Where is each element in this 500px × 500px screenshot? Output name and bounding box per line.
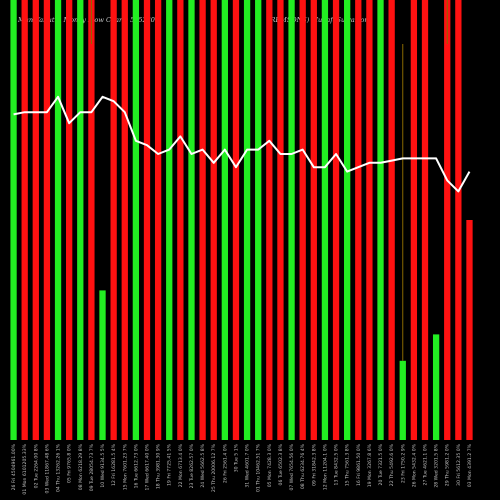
bar	[88, 0, 95, 440]
bar	[177, 0, 184, 440]
x-tick-label: 05 Fri 9765.8 0%	[67, 443, 73, 483]
x-tick-label: 26 Fri 4504961.00%	[11, 443, 17, 490]
bar	[99, 290, 106, 440]
x-tick-label: 10 Wed 9134.5 5%	[100, 443, 106, 487]
bar	[466, 220, 473, 440]
bar	[188, 0, 195, 440]
bar	[388, 0, 395, 440]
bar	[166, 0, 173, 440]
x-tick-label: 23 Tue 8262.57 0%	[189, 443, 195, 488]
bar	[332, 0, 340, 440]
bar	[444, 0, 451, 440]
bar	[132, 0, 140, 440]
x-tick-label: 28 Wed 3201.5 8%	[434, 443, 440, 487]
bar	[299, 0, 306, 440]
bar	[10, 0, 17, 440]
bar	[210, 0, 217, 440]
chart-title: MunafaSutra Money Flow Charts 505230	[18, 16, 155, 24]
x-tick-label: 05 Mon 7428.3 0%	[267, 443, 273, 487]
bar	[121, 0, 128, 440]
x-tick-label: 13 Tue 8432.5 0%	[334, 443, 340, 485]
x-tick-label: 20 Tue 7321.5 0%	[378, 443, 384, 485]
bar	[77, 0, 84, 440]
x-tick-label: 26 Mon 5432.4 0%	[411, 443, 417, 487]
x-tick-label: 27 Tue 4621.1 0%	[423, 443, 429, 485]
bars-layer	[10, 0, 473, 440]
bar	[288, 0, 295, 440]
bar	[243, 0, 251, 440]
x-tick-label: 02 Tue 2264.00 8%	[33, 443, 39, 488]
x-tick-label: 07 Wed 7654.56 0%	[289, 443, 295, 490]
money-flow-line	[13, 95, 471, 193]
x-tick-label: 16 Fri 9861.50 0%	[356, 443, 362, 486]
bar	[66, 0, 73, 440]
bar	[355, 0, 362, 440]
x-tick-label: 22 Thu 5492.6 0%	[389, 443, 395, 486]
bar	[32, 0, 39, 440]
bar	[399, 360, 406, 440]
x-tick-label: 19 Mon 3267.8 6%	[367, 443, 373, 487]
bar	[232, 0, 240, 440]
x-tick-label: 29 Thu 5981.2 0%	[445, 443, 451, 486]
x-tick-label: 25 Thu 20006.12 7%	[211, 443, 217, 492]
bar	[154, 0, 162, 440]
x-tick-label: 18 Thu 3981.30 9%	[156, 443, 162, 489]
x-tick-label: 17 Wed 6617.40 0%	[145, 443, 151, 490]
x-tick-label: 31 Wed 4601.7 0%	[245, 443, 251, 487]
x-tick-label: 22 Mon 6713.4 0%	[178, 443, 184, 487]
x-tick-label: 23 Fri 1750.2 9%	[400, 443, 406, 483]
bar	[54, 0, 62, 440]
x-tick-label: 08 Thu 6234.76 4%	[300, 443, 306, 489]
bar	[199, 0, 206, 440]
bar	[43, 0, 51, 440]
bar	[321, 0, 329, 440]
x-tick-label: 16 Tue 6612.73 0%	[133, 443, 139, 488]
line-layer	[13, 95, 471, 193]
x-tick-label: 09 Fri 31842.3 8%	[311, 443, 317, 486]
bar	[21, 0, 28, 440]
x-tick-label: 06 Tue 6502.3 8%	[278, 443, 284, 485]
x-tick-label: 03 Mon 4391.2 7%	[467, 443, 473, 487]
bar	[410, 0, 418, 440]
bar	[266, 0, 273, 440]
bar	[277, 0, 284, 440]
x-tick-label: 15 Thu 7561.3 8%	[345, 443, 351, 486]
x-tick-label: 30 Tue 5 1%	[233, 443, 239, 472]
x-tick-label: 04 Thu 13262.26 1%	[56, 443, 62, 492]
bar	[377, 0, 384, 440]
x-tick-label: 01 Mon 6101205.33%	[22, 443, 28, 494]
x-tick-label: 01 Thu 10462.51 7%	[256, 443, 262, 492]
x-labels-layer: 26 Fri 4504961.00% 01 Mon 6101205.33% 02 T…	[11, 443, 473, 494]
bar	[366, 0, 373, 440]
x-tick-label: 03 Wed 11867.48 6%	[44, 443, 50, 493]
x-tick-label: 12 Mon 11204.1 0%	[322, 443, 328, 490]
bar	[432, 334, 440, 440]
chart-subtitle: (REMSONS) MunafaSutra.com	[268, 16, 371, 24]
bar	[455, 0, 462, 440]
x-tick-label: 26 Fri 2561.4 0%	[222, 443, 228, 483]
x-tick-label: 12 Fri 16281.5 4%	[111, 443, 117, 486]
bar	[310, 0, 317, 440]
bar	[110, 0, 117, 440]
x-tick-label: 08 Mon 6218.29 8%	[78, 443, 84, 490]
bar	[143, 0, 151, 440]
bar	[255, 0, 262, 440]
x-tick-label: 15 Mon 7601.23 7%	[122, 443, 128, 490]
x-tick-label: 24 Wed 5662.5 8%	[200, 443, 206, 487]
x-tick-label: 09 Tue 28054.73 7%	[89, 443, 95, 491]
x-tick-label: 19 Fri 7725.41 5%	[167, 443, 173, 486]
wicks-layer	[90, 0, 448, 361]
x-tick-label: 30 Fri 5612.35 0%	[456, 443, 462, 486]
bar	[344, 0, 351, 440]
bar	[421, 0, 429, 440]
bar	[221, 0, 228, 440]
